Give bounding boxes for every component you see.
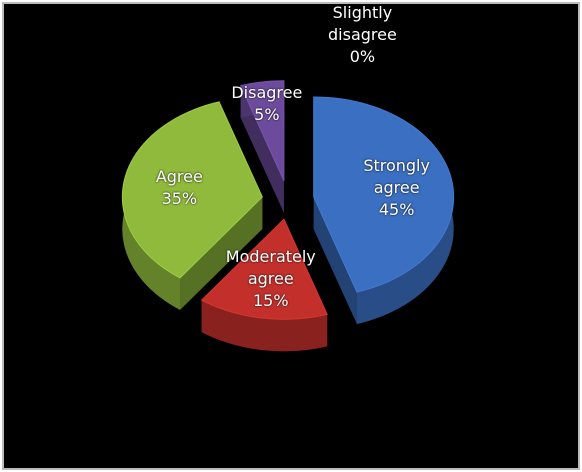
percent-label: 35% <box>161 188 198 208</box>
slice <box>239 80 285 181</box>
slice-edge <box>313 196 357 325</box>
slice <box>121 101 263 279</box>
percent-label: 15% <box>253 290 289 310</box>
data-label: Slightly disagree 0% <box>307 2 417 68</box>
slice <box>200 218 328 320</box>
data-label: Strongly agree 45% <box>342 155 452 221</box>
category-label: Agree <box>155 166 203 186</box>
percent-label: 5% <box>254 104 280 124</box>
slice-edge <box>240 85 284 213</box>
data-label: Agree 35% <box>124 166 234 210</box>
category-label: Disagree <box>231 82 303 102</box>
category-label: Slightly disagree <box>328 2 397 44</box>
slice-edge <box>180 196 263 310</box>
data-label: Disagree 5% <box>212 82 322 126</box>
data-label: Moderately agree 15% <box>216 246 326 312</box>
slice <box>313 96 455 293</box>
percent-label: 45% <box>378 199 415 219</box>
category-label: Strongly agree <box>363 155 430 197</box>
slice-side <box>201 300 328 352</box>
category-label: Moderately agree <box>225 246 316 288</box>
percent-label: 0% <box>349 46 376 66</box>
